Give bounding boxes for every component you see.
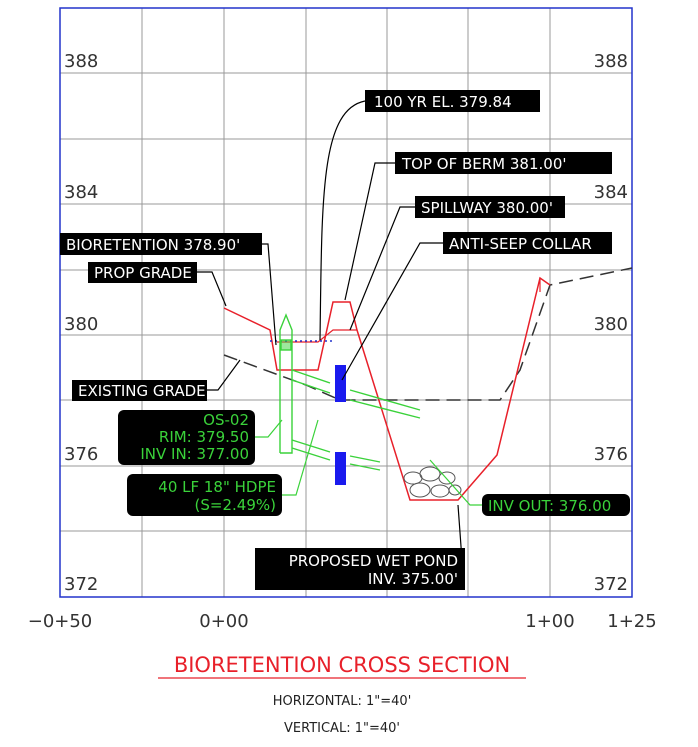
callout-text: PROP GRADE xyxy=(94,264,192,282)
callout-text: INV IN: 377.00 xyxy=(140,445,249,463)
proposed-grade xyxy=(223,276,551,501)
callout-box xyxy=(482,494,630,516)
leader xyxy=(319,100,366,341)
callout-box xyxy=(365,90,540,112)
callout-box xyxy=(72,380,207,401)
callout-text: INV OUT: 376.00 xyxy=(488,497,611,515)
riprap xyxy=(403,466,462,498)
elev-label: 372 xyxy=(594,574,628,595)
anti-seep-collar xyxy=(335,365,346,402)
leader xyxy=(341,242,443,381)
pipe xyxy=(291,369,421,471)
callout-text: (S=2.49%) xyxy=(195,496,276,514)
leader xyxy=(349,206,415,331)
callout-text: OS-02 xyxy=(203,411,249,429)
callout-box xyxy=(127,474,282,516)
proposed-grade xyxy=(277,329,357,343)
leader xyxy=(207,359,241,391)
callout-box xyxy=(88,262,197,283)
callout-text: 100 YR EL. 379.84 xyxy=(374,93,512,111)
callout-text: SPILLWAY 380.00' xyxy=(421,199,553,217)
elev-label: 388 xyxy=(594,51,628,72)
elev-label: 376 xyxy=(64,444,98,465)
leader xyxy=(282,419,319,496)
elev-label: 384 xyxy=(64,182,98,203)
anti-seep-collar xyxy=(335,452,346,485)
callout-text: TOP OF BERM 381.00' xyxy=(401,155,567,173)
leader xyxy=(344,162,395,301)
station-label: 1+25 xyxy=(607,611,656,632)
elev-label: 380 xyxy=(64,314,98,335)
callout-box xyxy=(415,196,565,218)
callout-box xyxy=(395,152,612,174)
scale-note: HORIZONTAL: 1"=40' xyxy=(273,694,412,709)
callout-text: 40 LF 18" HDPE xyxy=(158,478,276,496)
callout-box xyxy=(443,232,612,254)
existing-grade xyxy=(223,267,633,401)
elev-label: 372 xyxy=(64,574,98,595)
outlet-structure xyxy=(279,313,293,454)
callout-box xyxy=(255,548,465,590)
callout-text: ANTI-SEEP COLLAR xyxy=(449,235,592,253)
leader xyxy=(255,419,283,438)
station-label: 0+00 xyxy=(199,611,248,632)
leader xyxy=(429,459,482,506)
callout-text: EXISTING GRADE xyxy=(78,382,206,400)
callout-text: RIM: 379.50 xyxy=(159,428,249,446)
elev-label: 388 xyxy=(64,51,98,72)
elev-label: 376 xyxy=(594,444,628,465)
callout-text: INV. 375.00' xyxy=(368,570,458,588)
station-label: 1+00 xyxy=(525,611,574,632)
drawing-title: BIORETENTION CROSS SECTION xyxy=(174,653,510,677)
scale-note: VERTICAL: 1"=40' xyxy=(284,721,400,736)
callout-text: BIORETENTION 378.90' xyxy=(66,236,240,254)
elev-label: 384 xyxy=(594,182,628,203)
callout-box xyxy=(60,233,262,255)
elev-label: 380 xyxy=(594,314,628,335)
leader xyxy=(197,271,227,307)
leader xyxy=(262,243,277,346)
callout-box xyxy=(118,410,255,465)
callout-text: PROPOSED WET POND xyxy=(289,552,458,570)
frame xyxy=(59,7,633,598)
station-label: −0+50 xyxy=(28,611,93,632)
